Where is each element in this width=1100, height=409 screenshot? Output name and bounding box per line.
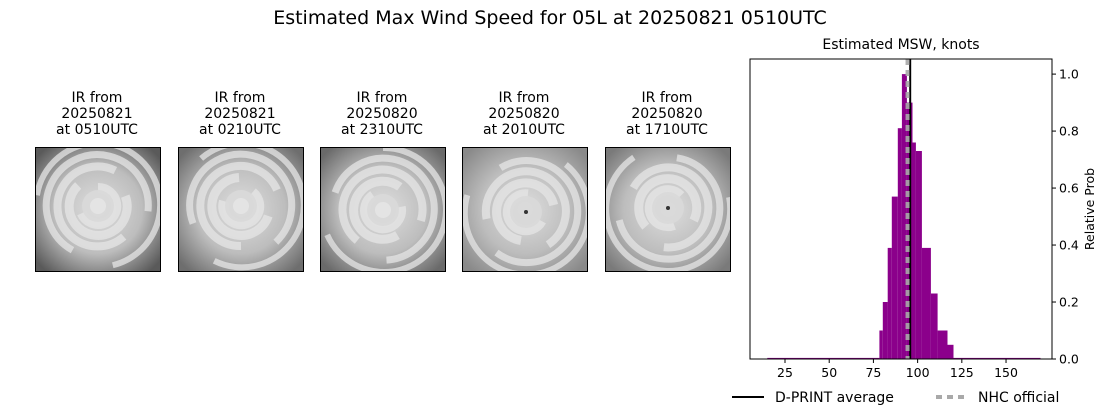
y-tick-label: 0.2 (1059, 295, 1079, 310)
ir-panel-title-line1: IR from (214, 90, 266, 106)
ir-satellite-image (35, 147, 161, 272)
y-tick-label: 0.8 (1059, 124, 1079, 139)
ir-satellite-image (605, 147, 731, 272)
cyclone-image-graphic (606, 148, 730, 271)
cyclone-image-graphic (36, 148, 160, 271)
histogram-bar (897, 128, 902, 359)
ir-panel-title-line3: at 2310UTC (341, 122, 423, 138)
histogram-bar (947, 344, 954, 359)
ir-panel-title: IR from 20250820 at 2010UTC (444, 90, 604, 138)
x-tick-label: 150 (994, 365, 1018, 380)
x-tick-label: 125 (950, 365, 974, 380)
x-tick-label: 100 (906, 365, 930, 380)
x-tick-label: 75 (865, 365, 881, 380)
histogram-bar (887, 247, 892, 359)
ir-panel-title-line2: 20250821 (204, 106, 276, 122)
histogram-bar (901, 74, 907, 359)
ir-satellite-image (320, 147, 446, 272)
ir-panel-title-line2: 20250820 (631, 106, 703, 122)
y-tick-label: 0.6 (1059, 181, 1079, 196)
ir-satellite-image (178, 147, 304, 272)
y-tick-label: 1.0 (1059, 67, 1079, 82)
legend-dprint-label: D-PRINT average (775, 390, 894, 406)
cyclone-image-graphic (321, 148, 445, 271)
ir-panel-title-line3: at 0210UTC (199, 122, 281, 138)
legend-nhc-label: NHC official (978, 390, 1059, 406)
x-tick-label: 50 (821, 365, 837, 380)
ir-panel-title-line3: at 2010UTC (483, 122, 565, 138)
ir-panel-title-line3: at 0510UTC (56, 122, 138, 138)
ir-panel-title: IR from 20250821 at 0210UTC (160, 90, 320, 138)
histogram-bar (879, 330, 883, 359)
y-tick-label: 0.4 (1059, 238, 1079, 253)
ir-panel-title-line2: 20250820 (488, 106, 560, 122)
ir-panel-title: IR from 20250821 at 0510UTC (17, 90, 177, 138)
ir-panel-title-line2: 20250820 (346, 106, 418, 122)
cyclone-image-graphic (463, 148, 587, 271)
y-tick-label: 0.0 (1059, 352, 1079, 367)
ir-panel-title-line1: IR from (356, 90, 408, 106)
histogram-title: Estimated MSW, knots (822, 37, 980, 53)
histogram-bar (937, 330, 948, 359)
histogram-bar (882, 302, 888, 359)
ir-panel-title-line3: at 1710UTC (626, 122, 708, 138)
figure-title: Estimated Max Wind Speed for 05L at 2025… (273, 7, 827, 29)
ir-satellite-image (462, 147, 588, 272)
ir-panel-title-line2: 20250821 (61, 106, 133, 122)
x-tick-label: 25 (777, 365, 793, 380)
histogram-bar (767, 357, 880, 359)
histogram-bar (912, 142, 916, 359)
cyclone-image-graphic (179, 148, 303, 271)
ir-panel-title-line1: IR from (71, 90, 123, 106)
histogram-bar (891, 196, 898, 359)
y-axis-label: Relative Prob (1082, 168, 1097, 250)
ir-panel-title: IR from 20250820 at 2310UTC (302, 90, 462, 138)
histogram-bar (930, 293, 938, 359)
ir-panel-title-line1: IR from (641, 90, 693, 106)
axes-frame (749, 58, 1053, 360)
histogram-bar (915, 151, 922, 359)
ir-panel-title: IR from 20250820 at 1710UTC (587, 90, 747, 138)
histogram-bar (953, 357, 1041, 359)
ir-panel-title-line1: IR from (498, 90, 550, 106)
histogram-bar (921, 247, 931, 359)
